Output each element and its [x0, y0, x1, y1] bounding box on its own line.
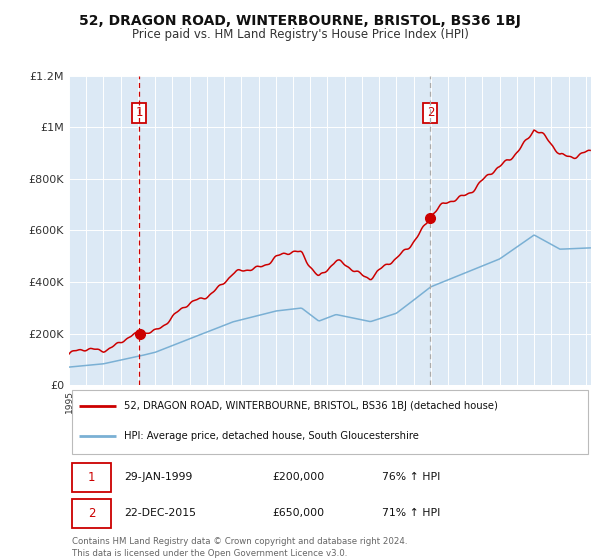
- Text: 52, DRAGON ROAD, WINTERBOURNE, BRISTOL, BS36 1BJ: 52, DRAGON ROAD, WINTERBOURNE, BRISTOL, …: [79, 14, 521, 28]
- Text: 2: 2: [427, 106, 434, 119]
- Text: 52, DRAGON ROAD, WINTERBOURNE, BRISTOL, BS36 1BJ (detached house): 52, DRAGON ROAD, WINTERBOURNE, BRISTOL, …: [124, 402, 497, 411]
- Text: 2: 2: [88, 507, 95, 520]
- Text: 29-JAN-1999: 29-JAN-1999: [124, 472, 192, 482]
- FancyBboxPatch shape: [71, 463, 111, 492]
- Text: Contains HM Land Registry data © Crown copyright and database right 2024.: Contains HM Land Registry data © Crown c…: [71, 537, 407, 546]
- FancyBboxPatch shape: [71, 390, 589, 454]
- Text: HPI: Average price, detached house, South Gloucestershire: HPI: Average price, detached house, Sout…: [124, 431, 419, 441]
- Text: 76% ↑ HPI: 76% ↑ HPI: [382, 472, 440, 482]
- Text: Price paid vs. HM Land Registry's House Price Index (HPI): Price paid vs. HM Land Registry's House …: [131, 28, 469, 41]
- Text: 1: 1: [88, 471, 95, 484]
- Text: 1: 1: [136, 106, 143, 119]
- Text: 22-DEC-2015: 22-DEC-2015: [124, 508, 196, 519]
- Text: £650,000: £650,000: [272, 508, 325, 519]
- Text: 71% ↑ HPI: 71% ↑ HPI: [382, 508, 440, 519]
- FancyBboxPatch shape: [71, 499, 111, 528]
- Text: This data is licensed under the Open Government Licence v3.0.: This data is licensed under the Open Gov…: [71, 549, 347, 558]
- Text: £200,000: £200,000: [272, 472, 325, 482]
